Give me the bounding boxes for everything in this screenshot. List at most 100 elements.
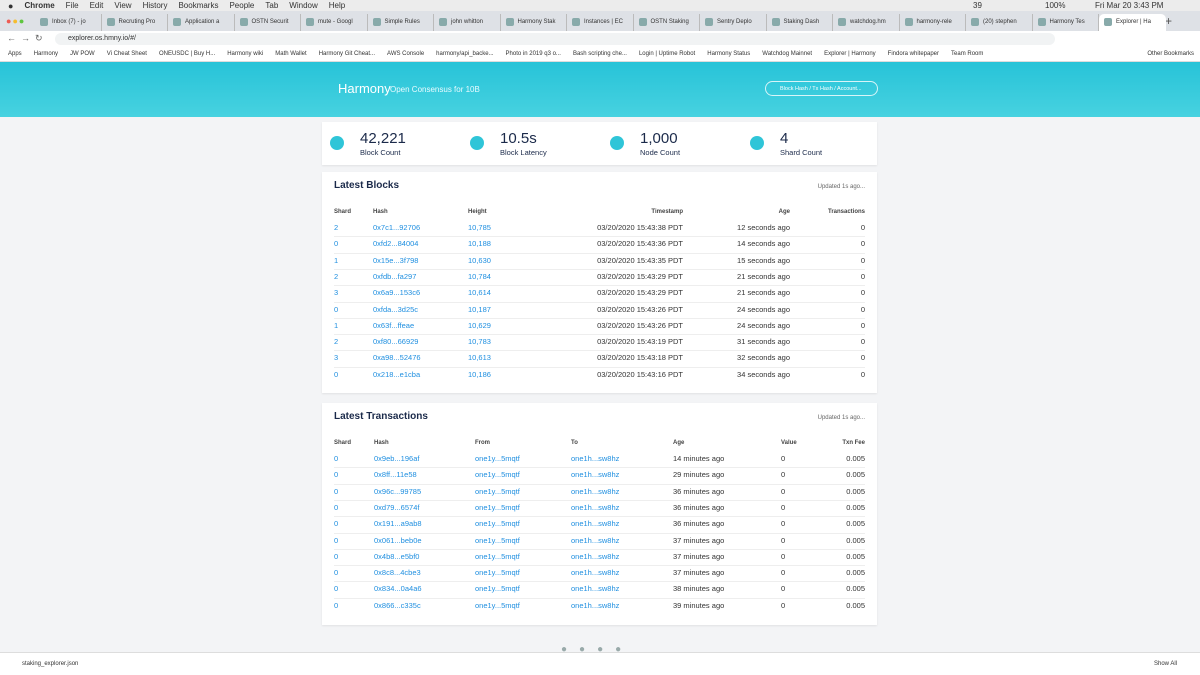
link-cell[interactable]: 0x061...beb0e [374, 535, 422, 545]
link-cell[interactable]: 10,614 [468, 288, 491, 298]
link-cell[interactable]: 0x96c...99785 [374, 486, 422, 496]
link-cell[interactable]: 10,186 [468, 369, 491, 379]
bookmark[interactable]: Harmony Git Cheat... [318, 51, 376, 57]
browser-tab[interactable]: OSTN Staking [634, 14, 700, 31]
link-cell[interactable]: one1h...sw8hz [571, 519, 620, 529]
link-cell[interactable]: one1y...5mqtf [475, 568, 520, 578]
link-cell[interactable]: 10,187 [468, 304, 491, 314]
link-cell[interactable]: one1h...sw8hz [571, 600, 620, 610]
menu-item[interactable]: Window [289, 1, 318, 10]
link-cell[interactable]: one1y...5mqtf [475, 454, 520, 463]
bookmark[interactable]: Team Room [951, 51, 984, 57]
link-cell[interactable]: 0x63f...ffeae [373, 320, 415, 330]
link-cell[interactable]: 0xfd2...84004 [373, 239, 419, 249]
browser-tab[interactable]: OSTN Securit [235, 14, 301, 31]
menu-item[interactable]: File [65, 1, 79, 10]
link-cell[interactable]: 0 [334, 551, 339, 561]
link-cell[interactable]: one1y...5mqtf [475, 486, 520, 496]
bookmark[interactable]: Explorer | Harmony [824, 51, 876, 57]
new-tab-button[interactable]: + [1165, 14, 1173, 28]
link-cell[interactable]: one1h...sw8hz [571, 568, 620, 578]
link-cell[interactable]: one1y...5mqtf [475, 551, 520, 561]
browser-tab[interactable]: Application a [168, 14, 235, 31]
browser-tab[interactable]: Harmony Stak [501, 14, 567, 31]
link-cell[interactable]: 10,188 [468, 239, 491, 249]
link-cell[interactable]: 1 [334, 320, 339, 330]
menu-item[interactable]: View [114, 1, 132, 10]
browser-tab[interactable]: Sentry Deplo [700, 14, 767, 31]
menu-item[interactable]: Tab [265, 1, 279, 10]
link-cell[interactable]: 10,783 [468, 337, 491, 347]
link-cell[interactable]: 0 [334, 304, 339, 314]
link-cell[interactable]: one1h...sw8hz [571, 470, 620, 480]
bookmark[interactable]: Bash scripting che... [572, 51, 627, 57]
menu-item[interactable]: Help [328, 1, 346, 10]
link-cell[interactable]: 0 [334, 568, 339, 578]
browser-tab[interactable]: Instances | EC [567, 14, 634, 31]
omnibox[interactable] [55, 33, 1055, 45]
menu-item[interactable]: Bookmarks [178, 1, 219, 10]
link-cell[interactable]: one1h...sw8hz [571, 502, 620, 512]
browser-tab[interactable]: Staking Dash [767, 14, 833, 31]
link-cell[interactable]: 0xa98...52476 [373, 353, 421, 363]
browser-tab[interactable]: Inbox (7) - jo [35, 14, 102, 31]
link-cell[interactable]: 0 [334, 584, 339, 594]
search-box[interactable] [765, 81, 878, 96]
link-cell[interactable]: 0 [334, 454, 339, 463]
link-cell[interactable]: one1h...sw8hz [571, 551, 620, 561]
link-cell[interactable]: 10,785 [468, 223, 491, 232]
bookmark[interactable]: Photo in 2019 q3 o... [505, 51, 561, 57]
link-cell[interactable]: 0x15e...3f798 [373, 255, 419, 265]
show-all[interactable]: Show All [1154, 661, 1178, 667]
bookmark[interactable]: Vi Cheat Sheet [106, 51, 147, 57]
link-cell[interactable]: 0x7c1...92706 [373, 223, 421, 232]
browser-tab[interactable]: mute - Googl [301, 14, 368, 31]
browser-tab[interactable]: (20) stephen [966, 14, 1033, 31]
link-cell[interactable]: 2 [334, 271, 339, 281]
window-controls[interactable]: ●●● [6, 16, 26, 26]
link-cell[interactable]: 0x6a9...153c6 [373, 288, 421, 298]
link-cell[interactable]: 0x191...a9ab8 [374, 519, 422, 529]
link-cell[interactable]: 0 [334, 600, 339, 610]
browser-tab[interactable]: harmony-rele [900, 14, 966, 31]
logo[interactable]: Harmony [338, 81, 391, 96]
link-cell[interactable]: 10,630 [468, 255, 491, 265]
browser-tab[interactable]: Harmony Tes [1033, 14, 1099, 31]
link-cell[interactable]: 0x866...c335c [374, 600, 421, 610]
bookmark[interactable]: Harmony wiki [227, 51, 264, 57]
link-cell[interactable]: one1h...sw8hz [571, 486, 620, 496]
bookmark[interactable]: Watchdog Mainnet [762, 51, 813, 57]
link-cell[interactable]: 0 [334, 486, 339, 496]
link-cell[interactable]: 0xd79...6574f [374, 502, 420, 512]
bookmark[interactable]: JW POW [70, 51, 95, 57]
link-cell[interactable]: 2 [334, 223, 339, 232]
link-cell[interactable]: 0 [334, 535, 339, 545]
menu-item[interactable]: Edit [89, 1, 104, 10]
browser-tab[interactable]: Recruting Pro [102, 14, 168, 31]
browser-tab[interactable]: john whitton [434, 14, 501, 31]
link-cell[interactable]: 0x218...e1cba [373, 369, 421, 379]
link-cell[interactable]: 0xf80...66929 [373, 337, 419, 347]
link-cell[interactable]: 0 [334, 502, 339, 512]
nav-buttons[interactable]: ← → ↻ [7, 33, 43, 43]
link-cell[interactable]: one1y...5mqtf [475, 584, 520, 594]
bookmark[interactable]: Findora whitepaper [887, 51, 940, 57]
search-placeholder[interactable]: Block Hash / Tx Hash / Account... [780, 86, 862, 92]
link-cell[interactable]: 10,784 [468, 271, 491, 281]
bookmark[interactable]: harmony/api_backe... [436, 51, 494, 57]
bookmark[interactable]: AWS Console [387, 51, 425, 57]
link-cell[interactable]: one1h...sw8hz [571, 535, 620, 545]
download-item[interactable]: staking_explorer.json [22, 661, 79, 667]
bookmark[interactable]: Math Wallet [275, 51, 307, 57]
link-cell[interactable]: one1y...5mqtf [475, 502, 520, 512]
link-cell[interactable]: 1 [334, 255, 339, 265]
app-menu[interactable]: Chrome [24, 1, 55, 10]
link-cell[interactable]: one1y...5mqtf [475, 519, 520, 529]
bookmark[interactable]: ONEUSDC | Buy H... [158, 51, 216, 57]
link-cell[interactable]: 3 [334, 353, 339, 363]
link-cell[interactable]: 0x8c8...4cbe3 [374, 568, 421, 578]
link-cell[interactable]: one1h...sw8hz [571, 584, 620, 594]
link-cell[interactable]: one1h...sw8hz [571, 454, 620, 463]
link-cell[interactable]: 0x4b8...e5bf0 [374, 551, 420, 561]
link-cell[interactable]: 0x8ff...11e58 [374, 470, 417, 480]
